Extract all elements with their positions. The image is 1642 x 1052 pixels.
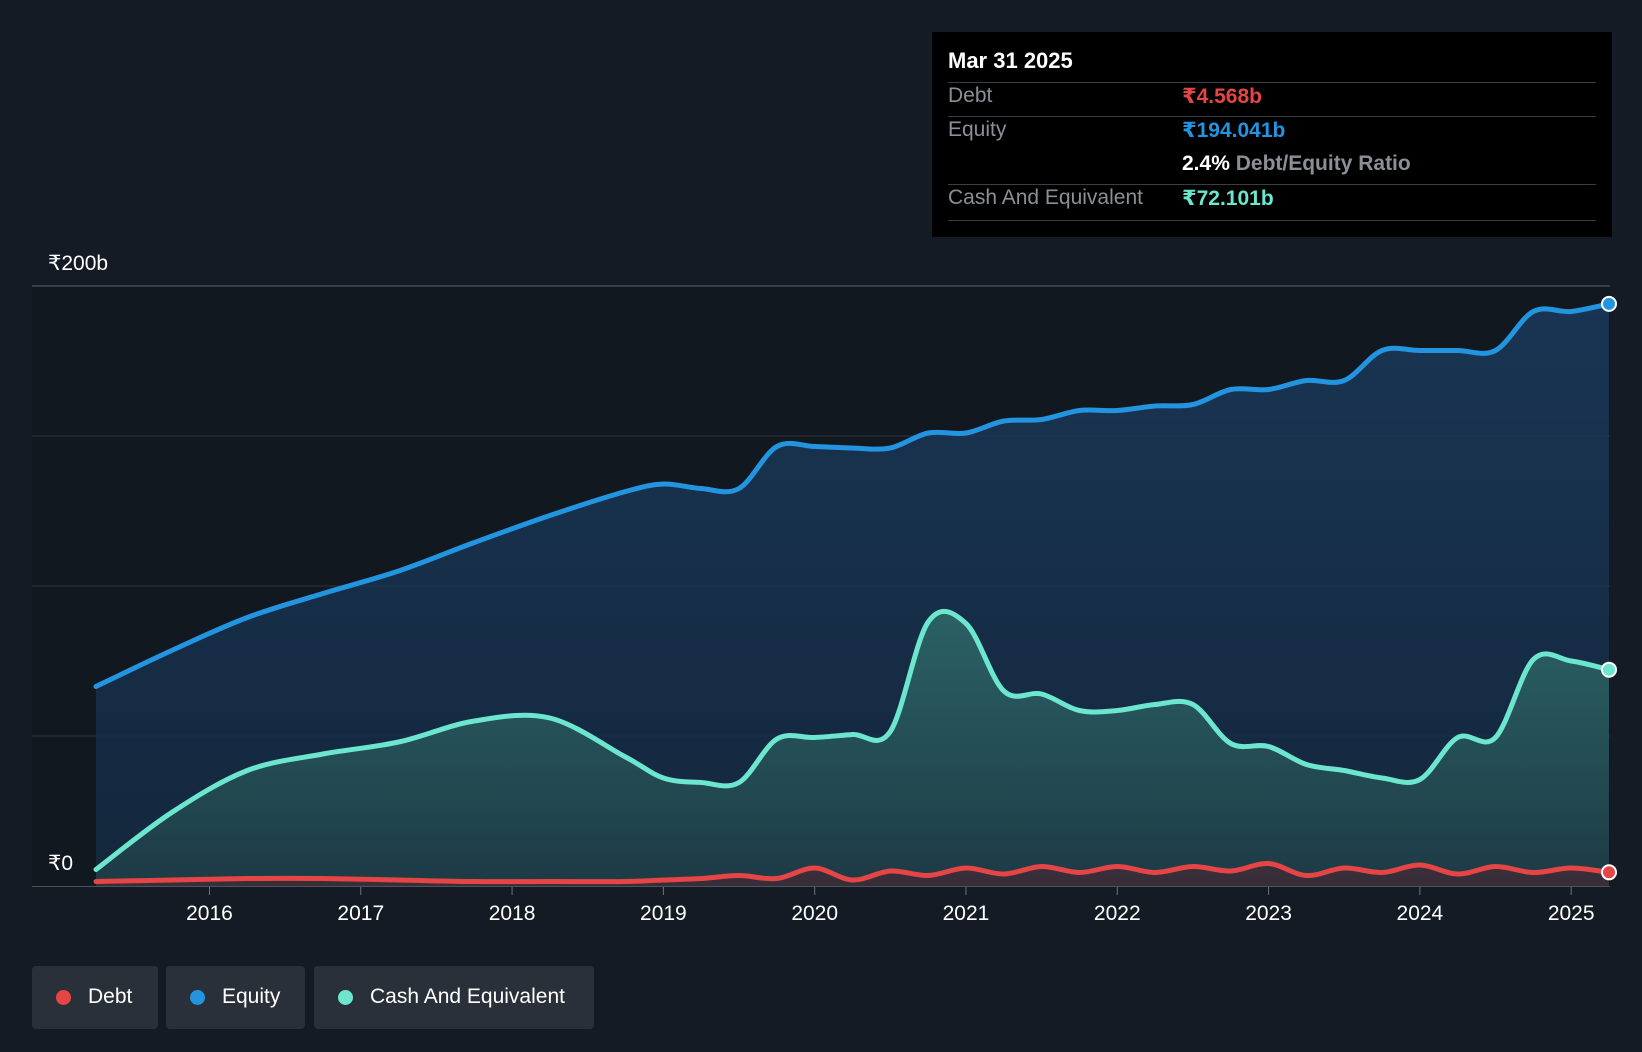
tooltip-ratio: 2.4% Debt/Equity Ratio [1182,152,1411,176]
tooltip-row-cash: Cash And Equivalent ₹72.101b [948,186,1596,216]
tooltip-row-debt: Debt ₹4.568b [948,84,1596,114]
x-tick-label: 2018 [489,902,536,925]
tooltip-divider [948,184,1596,185]
debt-end-marker [1602,865,1616,879]
legend-item-debt[interactable]: Debt [32,966,158,1029]
y-tick-label-zero: ₹0 [48,852,73,875]
legend-dot-equity-icon [190,990,205,1005]
x-tick-label: 2022 [1094,902,1141,925]
legend-item-equity[interactable]: Equity [166,966,305,1029]
legend-dot-cash-icon [338,990,353,1005]
y-tick-label-max: ₹200b [48,252,108,275]
tooltip-row-equity: Equity ₹194.041b [948,118,1596,148]
tooltip-row-ratio: 2.4% Debt/Equity Ratio [948,152,1596,182]
tooltip-cash-label: Cash And Equivalent [948,186,1143,210]
equity-end-marker [1602,297,1616,311]
tooltip-divider [948,220,1596,221]
tooltip-debt-label: Debt [948,84,992,108]
tooltip-date: Mar 31 2025 [948,48,1073,74]
x-tick-label: 2024 [1397,902,1444,925]
legend-item-cash[interactable]: Cash And Equivalent [314,966,594,1029]
x-tick-label: 2019 [640,902,687,925]
tooltip-ratio-value: 2.4% [1182,152,1230,175]
legend-label-equity: Equity [222,985,280,1009]
tooltip-equity-value: ₹194.041b [1182,118,1285,143]
tooltip-debt-value: ₹4.568b [1182,84,1262,109]
tooltip-cash-value: ₹72.101b [1182,186,1274,211]
legend-label-cash: Cash And Equivalent [370,985,565,1009]
x-tick-label: 2016 [186,902,233,925]
x-ticks: 2016 2017 2018 2019 2020 2021 2022 2023 2024 2025 [186,887,1594,925]
tooltip: Mar 31 2025 Debt ₹4.568b Equity ₹194.041… [932,32,1612,237]
x-tick-label: 2017 [337,902,384,925]
tooltip-equity-label: Equity [948,118,1006,142]
x-tick-label: 2025 [1548,902,1595,925]
x-tick-label: 2021 [943,902,990,925]
tooltip-divider [948,116,1596,117]
x-tick-label: 2020 [791,902,838,925]
legend-dot-debt-icon [56,990,71,1005]
tooltip-divider [948,82,1596,83]
cash-end-marker [1602,663,1616,677]
legend-label-debt: Debt [88,985,132,1009]
tooltip-ratio-label: Debt/Equity Ratio [1236,152,1411,175]
x-tick-label: 2023 [1245,902,1292,925]
